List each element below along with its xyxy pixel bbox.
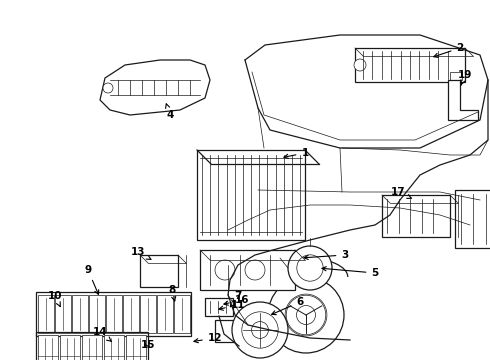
- Text: 10: 10: [48, 291, 62, 307]
- Text: 13: 13: [131, 247, 151, 260]
- Circle shape: [242, 312, 278, 348]
- Circle shape: [215, 260, 235, 280]
- Bar: [197, 150, 305, 240]
- Bar: [82, 335, 102, 360]
- Bar: [382, 195, 450, 237]
- Text: 2: 2: [434, 43, 464, 57]
- Circle shape: [103, 83, 113, 93]
- Circle shape: [232, 302, 288, 358]
- Text: 14: 14: [93, 327, 112, 342]
- Bar: [200, 250, 295, 290]
- Bar: [126, 335, 146, 360]
- Bar: [36, 292, 191, 336]
- Text: 4: 4: [166, 104, 173, 120]
- Text: 16: 16: [224, 295, 249, 305]
- Bar: [89, 295, 105, 333]
- Bar: [174, 295, 190, 333]
- Bar: [38, 295, 54, 333]
- Polygon shape: [455, 190, 490, 248]
- Text: 15: 15: [141, 340, 155, 350]
- Bar: [36, 332, 148, 360]
- Bar: [140, 295, 156, 333]
- Polygon shape: [100, 60, 210, 115]
- Circle shape: [245, 260, 265, 280]
- Bar: [104, 335, 124, 360]
- Bar: [205, 298, 233, 316]
- Bar: [123, 295, 139, 333]
- Text: 19: 19: [458, 70, 472, 85]
- Bar: [55, 295, 71, 333]
- Bar: [450, 72, 462, 80]
- Circle shape: [297, 255, 323, 281]
- Circle shape: [251, 321, 269, 338]
- Bar: [140, 255, 178, 287]
- Text: 5: 5: [322, 267, 379, 278]
- Text: 9: 9: [84, 265, 98, 294]
- Text: 12: 12: [194, 333, 222, 343]
- Text: 3: 3: [304, 250, 348, 260]
- Text: 17: 17: [391, 187, 412, 198]
- Text: 1: 1: [284, 148, 309, 158]
- Text: 11: 11: [219, 300, 245, 310]
- Bar: [106, 295, 122, 333]
- Bar: [355, 48, 465, 82]
- Circle shape: [288, 246, 332, 290]
- Bar: [157, 295, 173, 333]
- Circle shape: [354, 59, 366, 71]
- Circle shape: [296, 306, 316, 324]
- Bar: [38, 335, 58, 360]
- Polygon shape: [448, 80, 478, 120]
- Bar: [60, 335, 80, 360]
- Text: 6: 6: [271, 297, 304, 315]
- Circle shape: [268, 277, 344, 353]
- Circle shape: [285, 294, 327, 336]
- Text: 7: 7: [230, 291, 242, 307]
- Bar: [215, 320, 240, 342]
- Text: 18: 18: [0, 359, 1, 360]
- Text: 8: 8: [169, 285, 176, 301]
- Bar: [72, 295, 88, 333]
